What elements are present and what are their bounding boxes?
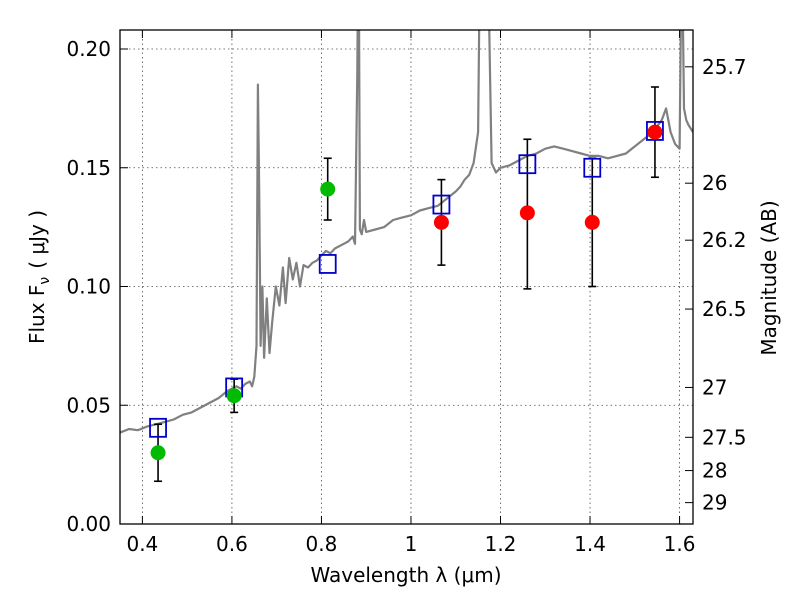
y-tick-label: 0.10 xyxy=(66,275,111,299)
y-tick-label: 0.00 xyxy=(66,512,111,536)
x-tick-label: 1.6 xyxy=(664,532,696,556)
model-photometry-square xyxy=(646,121,664,141)
model-photometry-square xyxy=(432,194,451,215)
y-axis-label: Flux Fν ( μJy ) xyxy=(25,210,53,344)
grid xyxy=(120,30,693,525)
x-tick-label: 0.6 xyxy=(216,532,248,556)
right-tick-label: 26 xyxy=(702,171,727,195)
right-tick-label: 28 xyxy=(702,459,727,483)
nir-data-point xyxy=(584,214,600,230)
y-axis-label-group: Flux Fν ( μJy ) xyxy=(25,210,53,344)
x-tick-label: 1.2 xyxy=(485,532,517,556)
right-tick-label: 26.2 xyxy=(702,228,747,252)
optical-data-point xyxy=(320,181,336,197)
right-tick-label: 25.7 xyxy=(702,55,747,79)
optical-data-point xyxy=(150,445,166,461)
right-tick-label: 26.5 xyxy=(702,297,747,321)
nir-data-point xyxy=(647,124,663,140)
tick-marks xyxy=(120,30,693,525)
marker-layer xyxy=(149,121,664,461)
x-tick-label: 0.8 xyxy=(306,532,338,556)
plot-frame xyxy=(119,29,694,525)
optical-data-point xyxy=(226,388,242,404)
y-axis-label-main: Flux F xyxy=(25,285,49,344)
right-axis-label: Magnitude (AB) xyxy=(757,200,781,355)
x-axis-label: Wavelength λ (μm) xyxy=(310,563,501,587)
model-photometry-square xyxy=(518,154,537,175)
right-tick-label: 27.5 xyxy=(702,425,747,449)
y-tick-label: 0.15 xyxy=(66,156,111,180)
model-photometry-square xyxy=(583,157,602,178)
nir-data-point xyxy=(519,205,535,221)
x-tick-label: 1 xyxy=(405,532,418,556)
y-tick-label: 0.20 xyxy=(66,37,111,61)
model-photometry-square xyxy=(149,417,167,438)
x-tick-label: 0.4 xyxy=(126,532,158,556)
tick-labels: 0.4 0.6 0.8 1 1.2 1.4 1.6 0.00 0.05 0.10 0.15 0.20 2… xyxy=(66,37,746,556)
spectrum-layer xyxy=(120,30,693,434)
model-spectrum-line xyxy=(120,30,693,434)
model-photometry-square xyxy=(318,254,337,274)
y-tick-label: 0.05 xyxy=(66,393,111,417)
right-tick-label: 27 xyxy=(702,375,727,399)
y-axis-label-unit: ( μJy ) xyxy=(25,210,49,269)
x-tick-label: 1.4 xyxy=(574,532,606,556)
right-axis-label-group: Magnitude (AB) xyxy=(757,200,781,355)
nir-data-point xyxy=(433,214,449,230)
errorbar-layer xyxy=(154,86,659,483)
y-axis-label-subscript: ν xyxy=(37,277,53,285)
right-tick-label: 29 xyxy=(702,491,727,515)
